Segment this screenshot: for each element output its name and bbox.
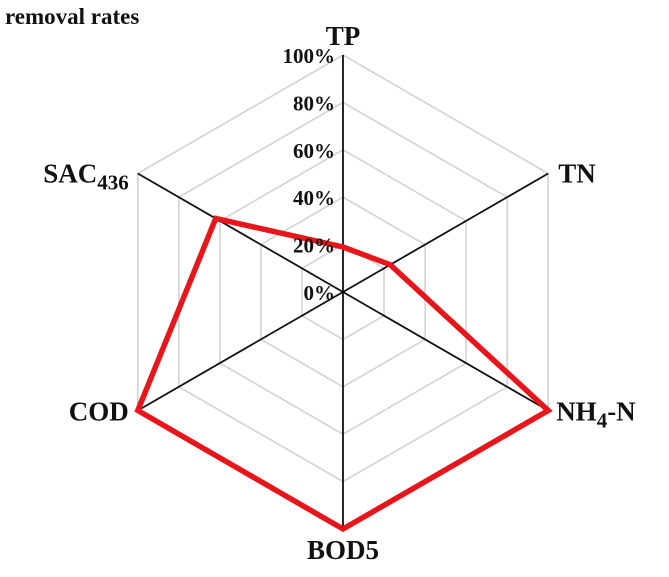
category-label-sac436: SAC436 (43, 159, 129, 195)
category-label-nh4-n: NH4-N (556, 397, 636, 433)
category-label-tp: TP (326, 21, 361, 51)
radar-axes (137, 55, 549, 529)
chart-title: removal rates (5, 4, 139, 29)
spoke-cod (137, 291, 344, 412)
tick-label: 20% (293, 234, 335, 258)
category-label-tn: TN (558, 159, 596, 189)
spoke-sac436 (137, 172, 344, 293)
category-labels: TP TN NH4-N BOD5 COD SAC436 (43, 21, 636, 565)
spoke-tn (342, 172, 549, 293)
spoke-nh4-n (342, 291, 549, 412)
tick-label: 60% (293, 139, 335, 163)
tick-label: 0% (304, 281, 336, 305)
category-label-bod5: BOD5 (307, 535, 379, 565)
radial-tick-labels: 0% 20% 40% 60% 80% 100% (283, 44, 336, 305)
category-label-cod: COD (69, 397, 129, 427)
radar-series (134, 215, 553, 533)
tick-label: 100% (283, 44, 336, 68)
tick-label: 40% (293, 186, 335, 210)
tick-label: 80% (293, 91, 335, 115)
